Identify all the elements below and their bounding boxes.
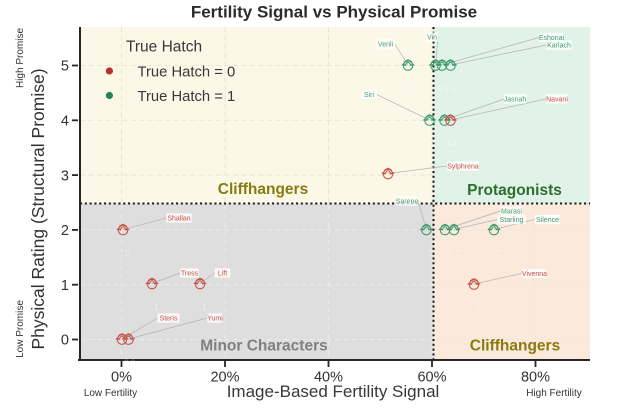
svg-text:Steris: Steris: [160, 316, 178, 323]
svg-text:Physical Rating (Structural Pr: Physical Rating (Structural Promise): [28, 68, 48, 349]
svg-text:5: 5: [61, 59, 69, 75]
svg-text:Sylphrena: Sylphrena: [447, 164, 479, 171]
svg-text:Low Fertility: Low Fertility: [84, 388, 137, 399]
svg-text:60%: 60%: [417, 370, 446, 386]
svg-text:Navani: Navani: [546, 97, 568, 104]
svg-text:Marasi: Marasi: [501, 209, 522, 216]
svg-text:0%: 0%: [111, 370, 132, 386]
svg-text:Vin: Vin: [427, 35, 437, 42]
svg-text:Image-Based Fertility Signal: Image-Based Fertility Signal: [227, 382, 440, 401]
svg-text:3: 3: [61, 168, 69, 184]
svg-text:4: 4: [447, 139, 452, 149]
svg-text:Venli: Venli: [378, 42, 394, 49]
svg-text:True Hatch: True Hatch: [126, 39, 202, 56]
svg-text:1: 1: [154, 302, 159, 312]
svg-text:Low Promise: Low Promise: [15, 300, 26, 358]
svg-text:1: 1: [202, 302, 207, 312]
svg-text:Yumi: Yumi: [207, 316, 223, 323]
svg-text:Eshonai: Eshonai: [539, 35, 565, 42]
svg-text:2: 2: [447, 248, 452, 258]
svg-text:Vivenna: Vivenna: [522, 271, 547, 278]
svg-text:Silence: Silence: [536, 217, 559, 224]
svg-text:2: 2: [429, 248, 434, 258]
svg-text:1: 1: [476, 303, 481, 313]
svg-text:40%: 40%: [314, 370, 343, 386]
svg-text:Cliffhangers: Cliffhangers: [470, 338, 560, 355]
svg-text:5: 5: [444, 84, 449, 94]
svg-text:4: 4: [432, 139, 437, 149]
svg-text:Lift: Lift: [218, 271, 227, 278]
svg-text:2: 2: [125, 248, 130, 258]
svg-text:Tress: Tress: [181, 271, 199, 278]
svg-text:20%: 20%: [210, 370, 239, 386]
svg-text:High Promise: High Promise: [15, 28, 26, 88]
svg-text:0: 0: [124, 358, 129, 368]
svg-text:0: 0: [131, 358, 136, 368]
svg-text:Minor Characters: Minor Characters: [200, 338, 327, 355]
svg-text:4: 4: [453, 139, 458, 149]
svg-text:2: 2: [496, 248, 501, 258]
svg-text:4: 4: [61, 114, 69, 130]
svg-text:5: 5: [438, 84, 443, 94]
svg-text:1: 1: [61, 278, 69, 294]
svg-text:Cliffhangers: Cliffhangers: [218, 181, 308, 198]
svg-text:0: 0: [61, 333, 69, 349]
svg-text:Starling: Starling: [500, 217, 524, 224]
svg-text:True Hatch = 1: True Hatch = 1: [138, 89, 236, 105]
svg-text:2: 2: [456, 248, 461, 258]
svg-text:5: 5: [410, 84, 415, 94]
svg-text:Shallan: Shallan: [167, 216, 190, 223]
svg-text:2: 2: [61, 223, 69, 239]
svg-text:3: 3: [390, 192, 395, 202]
svg-text:True Hatch = 0: True Hatch = 0: [138, 64, 236, 80]
svg-text:High Fertility: High Fertility: [526, 388, 582, 399]
svg-text:Siri: Siri: [364, 92, 375, 99]
svg-text:Fertility Signal vs Physical P: Fertility Signal vs Physical Promise: [191, 3, 477, 22]
svg-text:Sarene: Sarene: [396, 199, 419, 206]
svg-text:5: 5: [453, 84, 458, 94]
svg-text:Protagonists: Protagonists: [467, 182, 562, 199]
svg-text:Jasnah: Jasnah: [504, 97, 527, 104]
svg-text:Karlach: Karlach: [547, 43, 571, 50]
svg-text:80%: 80%: [521, 370, 550, 386]
